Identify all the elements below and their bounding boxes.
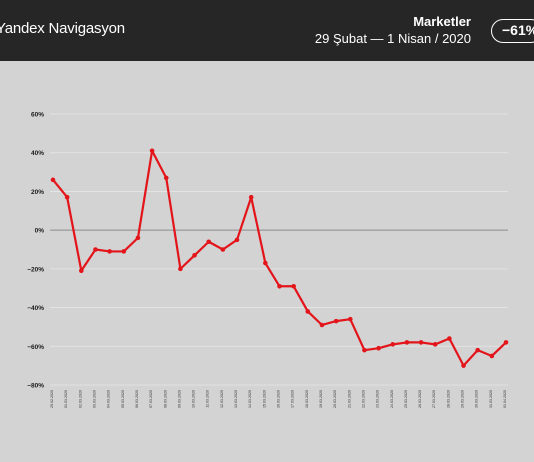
x-tick-label: 15.03.2020 (262, 390, 266, 408)
data-point (248, 194, 254, 200)
data-point (50, 177, 56, 183)
x-tick-label: 01.04.2020 (503, 390, 507, 408)
x-tick-label: 29.03.2020 (461, 390, 465, 408)
x-tick-label: 14.03.2020 (248, 390, 252, 408)
series-line (52, 149, 507, 367)
data-point (64, 194, 70, 200)
x-tick-label: 12.03.2020 (220, 390, 224, 408)
data-point (432, 342, 438, 347)
data-point (178, 266, 183, 272)
y-tick-label: −20% (27, 266, 44, 273)
brand-logo: Yandex Navigasyon (0, 20, 125, 37)
y-tick-label: −60% (27, 344, 44, 351)
x-tick-label: 10.03.2020 (192, 390, 196, 408)
x-tick-label: 31.03.2020 (489, 390, 493, 408)
x-tick-label: 20.03.2020 (333, 390, 337, 408)
data-point (79, 268, 84, 274)
x-axis-labels: 29.02.2020 01.03.2020 02.03.2020 03.03.2020… (50, 390, 507, 408)
data-point (163, 175, 169, 181)
data-point (461, 363, 466, 368)
x-tick-label: 09.03.2020 (177, 390, 181, 408)
data-point (234, 237, 240, 243)
data-point (220, 247, 226, 252)
date-range: 29 Şubat — 1 Nisan / 2020 (314, 31, 471, 46)
data-points (50, 148, 509, 368)
y-axis-labels: 60% 40% 20% 0% −20% −40% −60% −80% (27, 112, 44, 390)
data-point (135, 235, 141, 241)
data-point (503, 340, 509, 345)
data-point (333, 318, 339, 324)
data-point (447, 336, 452, 341)
y-tick-label: 40% (31, 150, 44, 157)
data-point (489, 353, 495, 359)
data-point (192, 253, 197, 258)
x-tick-label: 11.03.2020 (206, 390, 210, 408)
data-point (121, 249, 127, 254)
x-tick-label: 28.03.2020 (446, 390, 450, 408)
y-tick-label: 60% (31, 112, 44, 119)
x-tick-label: 16.03.2020 (277, 390, 281, 408)
x-tick-label: 26.03.2020 (418, 390, 422, 408)
page-title: Marketler (413, 14, 471, 29)
data-point (263, 260, 268, 266)
data-point (149, 148, 155, 154)
data-point (319, 322, 325, 328)
x-tick-label: 06.03.2020 (135, 390, 139, 408)
data-point (475, 347, 480, 353)
x-tick-label: 30.03.2020 (475, 390, 479, 408)
x-tick-label: 25.03.2020 (404, 390, 408, 408)
x-tick-label: 05.03.2020 (121, 390, 125, 408)
line-chart: 60% 40% 20% 0% −20% −40% −60% −80% 29.02.2020 01… (27, 112, 509, 408)
x-tick-label: 02.03.2020 (78, 390, 82, 408)
x-tick-label: 29.02.2020 (50, 390, 54, 408)
data-point (93, 247, 98, 252)
x-tick-label: 08.03.2020 (163, 390, 167, 408)
data-point (404, 340, 410, 345)
x-tick-label: 21.03.2020 (347, 390, 351, 408)
data-point (277, 283, 282, 289)
x-tick-label: 03.03.2020 (92, 390, 96, 408)
x-tick-label: 18.03.2020 (305, 390, 309, 408)
y-tick-label: −80% (27, 383, 44, 390)
x-tick-label: 04.03.2020 (107, 390, 111, 408)
data-point (206, 239, 212, 245)
data-point (376, 345, 381, 351)
change-badge: −61% (491, 19, 534, 43)
data-point (107, 249, 112, 254)
x-tick-label: 07.03.2020 (149, 390, 153, 408)
y-tick-label: 0% (35, 228, 45, 235)
y-tick-label: 20% (31, 189, 44, 196)
x-tick-label: 24.03.2020 (390, 390, 394, 408)
data-point (362, 347, 367, 353)
x-tick-label: 19.03.2020 (319, 390, 323, 408)
data-point (390, 342, 396, 347)
x-tick-label: 22.03.2020 (361, 390, 365, 408)
x-tick-label: 01.03.2020 (64, 390, 68, 408)
x-tick-label: 17.03.2020 (291, 390, 295, 408)
x-tick-label: 13.03.2020 (234, 390, 238, 408)
x-tick-label: 23.03.2020 (376, 390, 380, 408)
data-point (347, 316, 353, 322)
header-bar: Yandex Navigasyon Marketler 29 Şubat — 1… (0, 0, 534, 61)
data-point (418, 340, 424, 345)
y-tick-label: −40% (27, 305, 44, 312)
gridlines (50, 113, 508, 386)
data-point (291, 283, 296, 289)
data-point (305, 309, 311, 314)
x-tick-label: 27.03.2020 (432, 390, 436, 408)
